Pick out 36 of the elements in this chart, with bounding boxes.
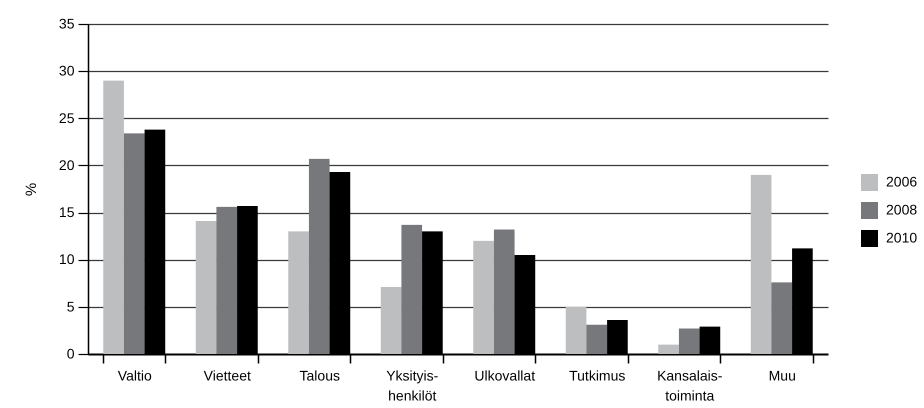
bar [288, 231, 309, 354]
bar [380, 287, 402, 354]
legend-label: 2010 [886, 230, 918, 246]
x-tick-label: Muu [768, 368, 796, 384]
x-tick-label: Talous [300, 368, 340, 384]
y-tick-label: 5 [66, 298, 75, 314]
y-tick-label: 10 [58, 251, 75, 268]
x-tick-label: Tutkimus [569, 368, 626, 384]
x-tick-label: Yksityis- henkilöt [386, 368, 439, 404]
legend-label: 2006 [886, 174, 918, 190]
bar [196, 221, 216, 354]
y-tick-label: 15 [58, 204, 75, 220]
y-tick-label: 20 [58, 156, 75, 173]
x-tick-label: Valtio [118, 368, 152, 384]
bar [750, 174, 772, 354]
x-tick-label: Vietteet [204, 368, 251, 384]
bar [216, 206, 238, 354]
bar [678, 328, 700, 354]
legend-label: 2008 [886, 202, 918, 218]
bar [103, 80, 124, 354]
y-tick-label: 0 [66, 346, 75, 362]
x-tick-label: Ulkovallat [474, 368, 536, 384]
bar [566, 306, 586, 354]
y-tick-label: 30 [58, 62, 75, 79]
bar [658, 344, 679, 354]
bar [308, 158, 330, 354]
bar [473, 240, 494, 354]
y-tick-label: 35 [58, 16, 75, 32]
bar [494, 230, 515, 354]
x-tick-label: Kansalais- toiminta [657, 368, 723, 404]
bar [401, 224, 422, 354]
bar [586, 324, 608, 354]
y-tick-label: 25 [58, 110, 75, 126]
y-axis-title: % [22, 182, 40, 196]
bar [771, 282, 792, 354]
bar [124, 133, 145, 354]
